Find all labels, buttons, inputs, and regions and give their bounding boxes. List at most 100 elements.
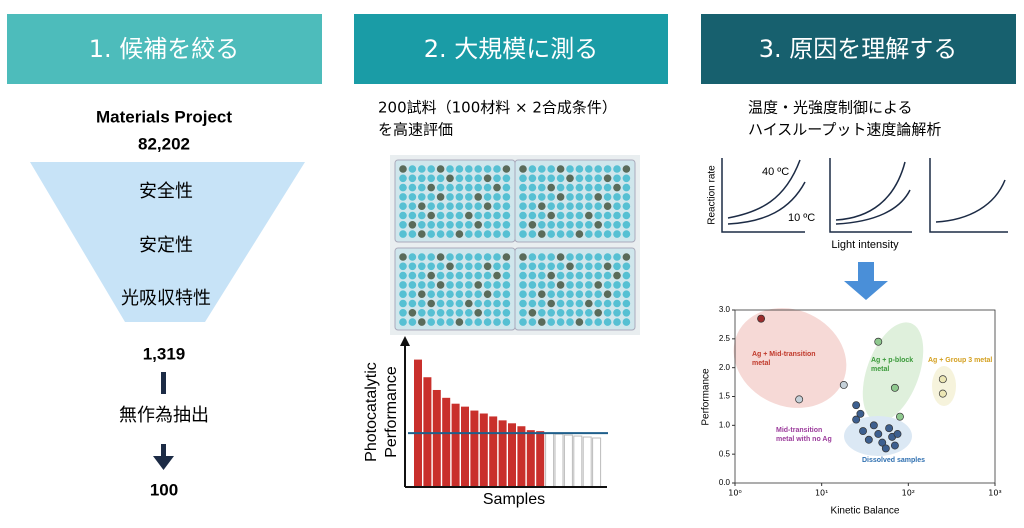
well: [556, 174, 565, 183]
well: [519, 211, 527, 220]
well: [528, 299, 537, 308]
well: [418, 211, 426, 220]
well: [399, 290, 407, 299]
well: [566, 193, 574, 201]
point: [895, 412, 904, 421]
bar: [414, 359, 422, 487]
well: [474, 183, 483, 192]
well: [575, 309, 584, 317]
bar: [526, 430, 535, 487]
well: [594, 211, 602, 220]
well: [399, 165, 407, 173]
well: [528, 183, 537, 192]
well: [502, 309, 511, 317]
x-tick-label: 10⁰: [728, 489, 741, 498]
well: [399, 271, 407, 280]
well: [622, 281, 631, 289]
well: [585, 174, 593, 183]
method: 無作為抽出: [119, 405, 209, 426]
well: [575, 211, 584, 220]
well: [408, 174, 417, 183]
well: [474, 202, 483, 210]
well: [399, 253, 407, 261]
well: [594, 202, 602, 210]
point: [864, 435, 873, 444]
well: [399, 230, 407, 238]
well: [519, 262, 527, 271]
well: [566, 165, 574, 173]
well: [594, 193, 602, 201]
well: [603, 193, 612, 201]
well: [483, 183, 492, 192]
well: [566, 230, 574, 238]
well: [556, 221, 565, 229]
point: [859, 427, 867, 436]
well: [455, 309, 464, 317]
group-label: Ag + Group 3 metal: [928, 357, 993, 364]
well: [474, 290, 483, 299]
well: [547, 281, 555, 289]
well: [502, 202, 511, 210]
well: [622, 183, 631, 192]
well: [613, 290, 621, 299]
well: [427, 271, 436, 280]
well: [502, 318, 511, 326]
well: [446, 202, 454, 210]
well: [519, 271, 527, 280]
well: [446, 281, 454, 289]
well: [575, 174, 584, 183]
well: [613, 230, 621, 238]
group-label: Mid-transition metal with no Ag: [776, 427, 832, 443]
well: [556, 193, 565, 201]
point: [885, 424, 894, 433]
well: [418, 318, 426, 326]
well: [547, 290, 555, 299]
arrow: [153, 456, 174, 470]
point: [869, 421, 878, 430]
well: [502, 165, 511, 173]
well: [519, 174, 527, 183]
well: [594, 183, 602, 192]
well: [528, 271, 537, 280]
well: [502, 290, 511, 299]
header-bg: [7, 14, 322, 84]
well: [502, 221, 511, 229]
well: [399, 309, 407, 317]
well: [613, 193, 621, 201]
well: [493, 193, 501, 201]
well: [538, 318, 546, 326]
well: [528, 193, 537, 201]
description: を高速評価: [378, 121, 453, 139]
well: [538, 230, 546, 238]
well: [493, 299, 501, 308]
well: [594, 281, 602, 289]
well: [585, 290, 593, 299]
well: [538, 299, 546, 308]
well: [603, 230, 612, 238]
well: [455, 318, 464, 326]
well: [519, 193, 527, 201]
bar: [592, 437, 602, 488]
well: [556, 290, 565, 299]
well: [556, 253, 565, 261]
well: [528, 165, 537, 173]
well: [585, 253, 593, 261]
well: [622, 174, 631, 183]
header: 2. 大規模に測る: [424, 35, 599, 63]
source: Materials Project: [96, 107, 232, 126]
well: [427, 309, 436, 317]
well: [547, 221, 555, 229]
well: [538, 271, 546, 280]
well: [474, 253, 483, 261]
well: [427, 290, 436, 299]
well: [483, 309, 492, 317]
well: [436, 309, 445, 317]
well: [603, 165, 612, 173]
well: [519, 309, 527, 317]
well: [446, 262, 454, 271]
well: [622, 290, 631, 299]
well: [547, 211, 555, 220]
well: [465, 193, 473, 201]
y-tick-label: 1.0: [719, 420, 731, 429]
well: [603, 202, 612, 210]
